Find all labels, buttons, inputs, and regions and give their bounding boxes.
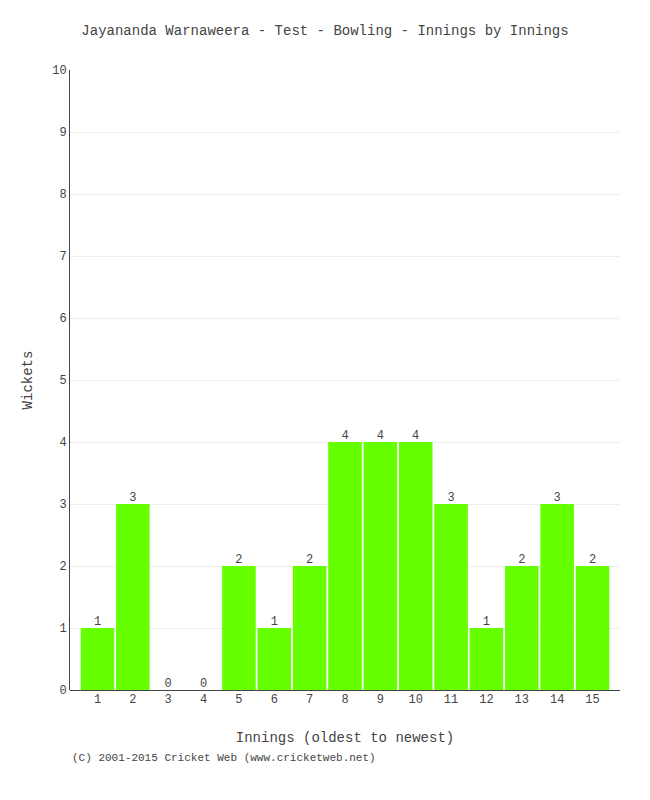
svg-text:6: 6 [271, 693, 278, 707]
svg-text:2: 2 [235, 553, 242, 567]
svg-text:4: 4 [412, 429, 419, 443]
svg-text:5: 5 [235, 693, 242, 707]
svg-text:4: 4 [377, 429, 384, 443]
svg-text:1: 1 [94, 693, 101, 707]
svg-text:(C) 2001-2015 Cricket Web (www: (C) 2001-2015 Cricket Web (www.cricketwe… [72, 752, 376, 764]
svg-text:4: 4 [200, 693, 207, 707]
svg-text:2: 2 [59, 560, 66, 574]
svg-text:15: 15 [585, 693, 599, 707]
svg-text:13: 13 [515, 693, 529, 707]
svg-text:1: 1 [271, 615, 278, 629]
svg-text:1: 1 [94, 615, 101, 629]
svg-text:14: 14 [550, 693, 564, 707]
svg-text:0: 0 [59, 684, 66, 698]
svg-text:5: 5 [59, 374, 66, 388]
svg-text:3: 3 [554, 491, 561, 505]
svg-text:10: 10 [409, 693, 423, 707]
svg-text:11: 11 [444, 693, 458, 707]
svg-text:8: 8 [341, 693, 348, 707]
svg-text:0: 0 [200, 677, 207, 691]
svg-text:Jayananda Warnaweera - Test -: Jayananda Warnaweera - Test - Bowling - … [81, 23, 568, 39]
svg-text:0: 0 [165, 677, 172, 691]
svg-text:9: 9 [377, 693, 384, 707]
svg-text:9: 9 [59, 126, 66, 140]
svg-text:7: 7 [306, 693, 313, 707]
svg-text:10: 10 [52, 64, 66, 78]
svg-text:Wickets: Wickets [20, 351, 36, 410]
svg-text:3: 3 [59, 498, 66, 512]
svg-text:4: 4 [341, 429, 348, 443]
svg-text:3: 3 [165, 693, 172, 707]
svg-text:Innings (oldest to newest): Innings (oldest to newest) [236, 730, 454, 746]
svg-text:2: 2 [518, 553, 525, 567]
svg-text:3: 3 [447, 491, 454, 505]
svg-text:2: 2 [129, 693, 136, 707]
svg-text:8: 8 [59, 188, 66, 202]
svg-text:4: 4 [59, 436, 66, 450]
svg-text:7: 7 [59, 250, 66, 264]
svg-text:1: 1 [59, 622, 66, 636]
svg-text:2: 2 [589, 553, 596, 567]
svg-text:12: 12 [479, 693, 493, 707]
svg-text:6: 6 [59, 312, 66, 326]
svg-text:2: 2 [306, 553, 313, 567]
svg-text:3: 3 [129, 491, 136, 505]
svg-text:1: 1 [483, 615, 490, 629]
